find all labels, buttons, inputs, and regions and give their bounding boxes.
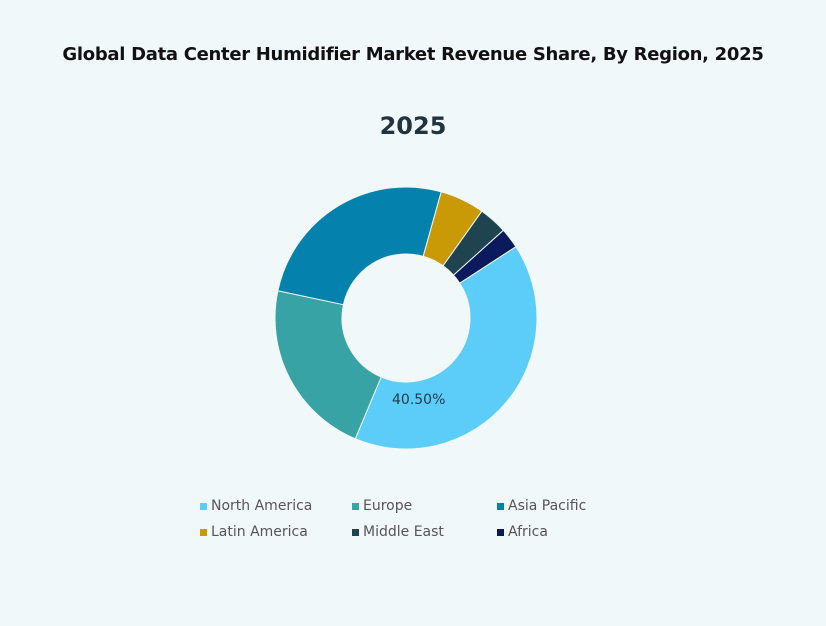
legend-item-north-america: North America	[200, 498, 352, 514]
chart-subtitle: 2025	[379, 112, 447, 140]
legend-label: Europe	[363, 498, 413, 514]
donut-chart	[275, 187, 537, 449]
legend-swatch	[352, 528, 359, 536]
slice-africa	[452, 229, 517, 284]
legend-swatch	[352, 502, 359, 510]
slice-asia-pacific	[277, 187, 442, 306]
legend-swatch	[200, 528, 207, 536]
legend-item-europe: Europe	[352, 498, 497, 514]
north-america-data-label: 40.50%	[392, 392, 446, 408]
legend-label: Africa	[508, 524, 548, 540]
chart-title: Global Data Center Humidifier Market Rev…	[62, 44, 764, 65]
legend-label: Asia Pacific	[508, 498, 587, 514]
legend-swatch	[497, 528, 504, 536]
legend-swatch	[497, 502, 504, 510]
legend-swatch	[200, 502, 207, 510]
legend-item-africa: Africa	[497, 524, 617, 540]
legend-label: North America	[211, 498, 313, 514]
legend: North America Europe Asia Pacific Latin …	[200, 498, 620, 540]
legend-item-asia-pacific: Asia Pacific	[497, 498, 617, 514]
legend-label: Latin America	[211, 524, 308, 540]
legend-item-middle-east: Middle East	[352, 524, 497, 540]
legend-label: Middle East	[363, 524, 444, 540]
slice-europe	[275, 290, 382, 440]
donut-svg	[275, 187, 537, 449]
legend-item-latin-america: Latin America	[200, 524, 352, 540]
slice-north-america	[354, 245, 537, 449]
